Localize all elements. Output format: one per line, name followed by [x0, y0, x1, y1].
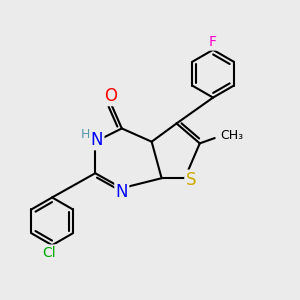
Text: CH₃: CH₃ — [220, 129, 244, 142]
Text: S: S — [186, 171, 196, 189]
Text: F: F — [209, 35, 217, 50]
Text: O: O — [104, 87, 117, 105]
Text: Cl: Cl — [42, 245, 56, 260]
Text: N: N — [91, 131, 103, 149]
Text: H: H — [81, 128, 90, 141]
Text: N: N — [116, 183, 128, 201]
